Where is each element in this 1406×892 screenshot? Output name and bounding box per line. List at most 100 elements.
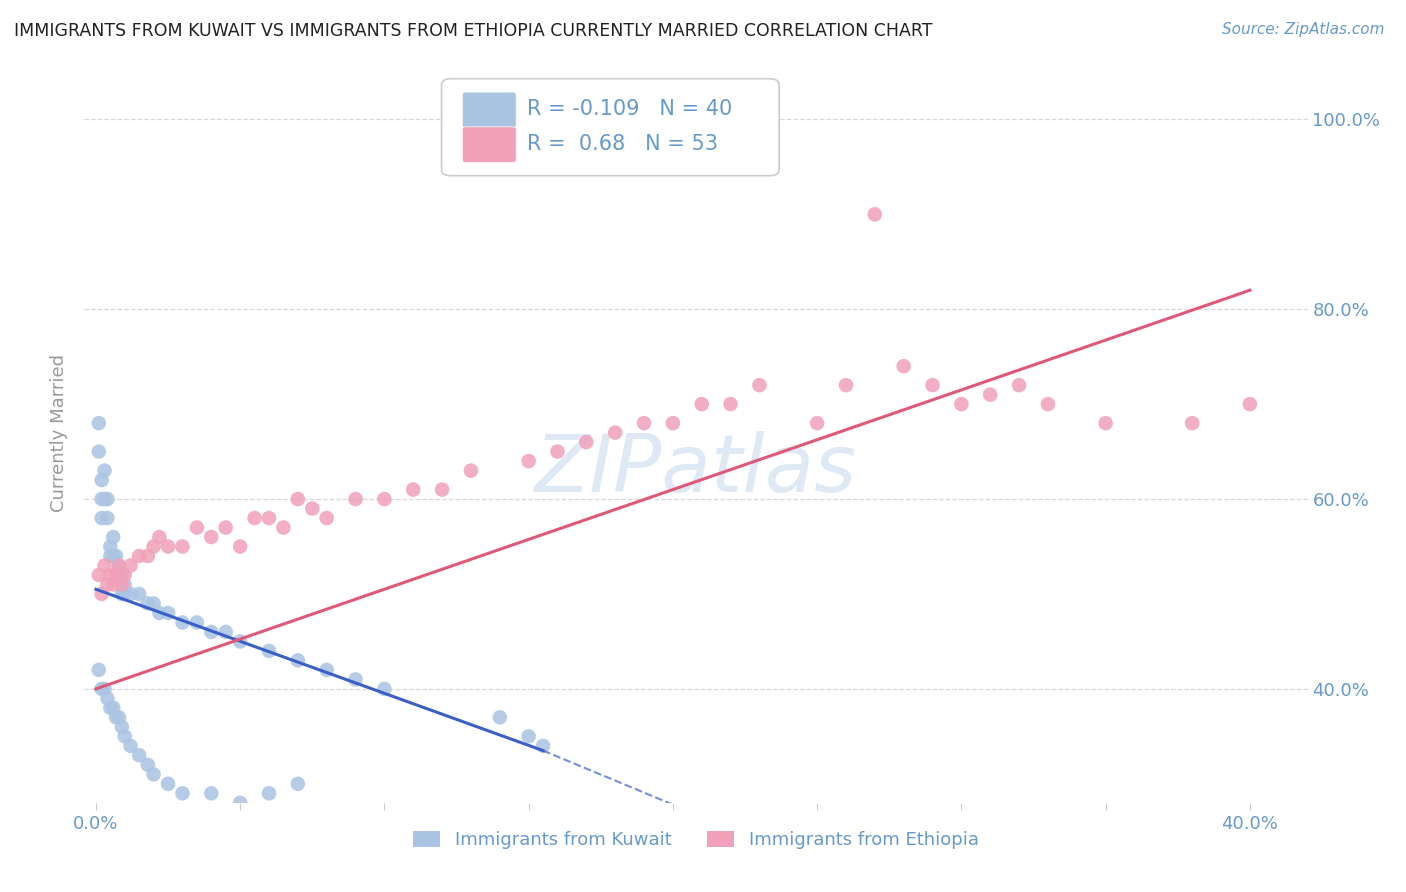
Point — [315, 511, 337, 525]
Point — [136, 549, 159, 563]
Point — [87, 663, 110, 677]
Point — [575, 435, 598, 450]
Point — [105, 549, 128, 563]
Point — [114, 577, 136, 591]
Text: R = -0.109   N = 40: R = -0.109 N = 40 — [527, 99, 733, 120]
Point — [690, 397, 713, 411]
Point — [344, 673, 367, 687]
Point — [200, 624, 222, 639]
Point — [287, 491, 309, 506]
Point — [111, 577, 134, 591]
Point — [402, 483, 425, 497]
Point — [531, 739, 554, 753]
Point — [114, 587, 136, 601]
Point — [1181, 416, 1204, 430]
Point — [950, 397, 973, 411]
Point — [120, 587, 142, 601]
Point — [748, 378, 770, 392]
Point — [128, 587, 150, 601]
Point — [108, 568, 131, 582]
Point — [114, 730, 136, 744]
Point — [108, 710, 131, 724]
Point — [108, 558, 131, 573]
Point — [103, 701, 125, 715]
FancyBboxPatch shape — [463, 127, 516, 162]
Point — [243, 511, 266, 525]
Point — [547, 444, 569, 458]
Point — [98, 540, 121, 554]
Point — [605, 425, 627, 440]
Text: R =  0.68   N = 53: R = 0.68 N = 53 — [527, 134, 718, 154]
Point — [90, 587, 112, 601]
Point — [114, 568, 136, 582]
Point — [148, 530, 170, 544]
Point — [921, 378, 943, 392]
Point — [273, 520, 295, 534]
Point — [373, 491, 395, 506]
Point — [287, 653, 309, 667]
Point — [148, 606, 170, 620]
FancyBboxPatch shape — [441, 78, 779, 176]
Point — [517, 454, 540, 468]
Point — [215, 624, 238, 639]
Point — [172, 786, 194, 800]
Point — [93, 558, 115, 573]
Point — [460, 464, 482, 478]
Point — [200, 786, 222, 800]
Point — [108, 558, 131, 573]
Point — [186, 615, 208, 630]
Point — [200, 530, 222, 544]
Point — [662, 416, 685, 430]
Point — [128, 549, 150, 563]
Point — [893, 359, 915, 374]
Point — [105, 710, 128, 724]
Point — [142, 597, 165, 611]
Point — [229, 796, 252, 810]
Point — [517, 730, 540, 744]
Point — [128, 748, 150, 763]
Point — [863, 207, 886, 221]
Point — [98, 701, 121, 715]
Point — [142, 767, 165, 781]
Point — [1094, 416, 1116, 430]
Point — [257, 511, 280, 525]
Point — [87, 444, 110, 458]
Point — [633, 416, 655, 430]
Point — [835, 378, 858, 392]
Text: ZIPatlas: ZIPatlas — [534, 431, 858, 508]
FancyBboxPatch shape — [463, 92, 516, 128]
Point — [111, 568, 134, 582]
Point — [806, 416, 828, 430]
Point — [105, 568, 128, 582]
Point — [90, 491, 112, 506]
Point — [90, 681, 112, 696]
Point — [257, 786, 280, 800]
Point — [979, 387, 1001, 401]
Point — [229, 540, 252, 554]
Point — [103, 549, 125, 563]
Point — [136, 757, 159, 772]
Point — [344, 491, 367, 506]
Point — [111, 587, 134, 601]
Text: IMMIGRANTS FROM KUWAIT VS IMMIGRANTS FROM ETHIOPIA CURRENTLY MARRIED CORRELATION: IMMIGRANTS FROM KUWAIT VS IMMIGRANTS FRO… — [14, 22, 932, 40]
Point — [96, 511, 118, 525]
Point — [373, 681, 395, 696]
Point — [186, 520, 208, 534]
Point — [87, 416, 110, 430]
Point — [90, 511, 112, 525]
Point — [96, 691, 118, 706]
Point — [172, 540, 194, 554]
Point — [1008, 378, 1031, 392]
Point — [93, 681, 115, 696]
Y-axis label: Currently Married: Currently Married — [51, 353, 69, 512]
Point — [1239, 397, 1261, 411]
Point — [96, 491, 118, 506]
Point — [98, 568, 121, 582]
Point — [287, 777, 309, 791]
Point — [229, 634, 252, 648]
Point — [1036, 397, 1059, 411]
Point — [257, 644, 280, 658]
Point — [136, 597, 159, 611]
Point — [430, 483, 453, 497]
Point — [720, 397, 742, 411]
